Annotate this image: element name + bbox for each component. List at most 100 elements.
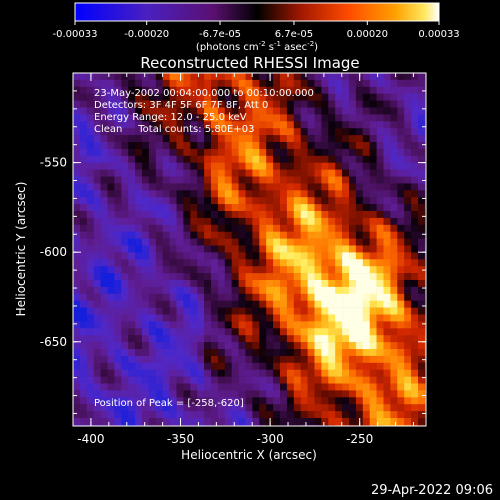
- heatmap-cell: [418, 307, 426, 315]
- heatmap-cell: [176, 273, 184, 281]
- heatmap-cell: [342, 211, 350, 219]
- colorbar-tick-label: 0.00020: [347, 29, 388, 40]
- heatmap-cell: [314, 314, 322, 322]
- heatmap-cell: [73, 155, 81, 163]
- heatmap-cell: [162, 286, 170, 295]
- heatmap-cell: [307, 335, 315, 343]
- heatmap-cell: [107, 314, 115, 322]
- heatmap-cell: [349, 190, 357, 198]
- heatmap-cell: [107, 169, 115, 177]
- heatmap-cell: [335, 238, 343, 246]
- heatmap-cell: [231, 238, 239, 246]
- heatmap-cell: [155, 369, 163, 377]
- heatmap-cell: [314, 135, 322, 143]
- heatmap-cell: [266, 411, 274, 419]
- heatmap-cell: [135, 293, 143, 301]
- heatmap-cell: [183, 114, 191, 122]
- colorbar-ticks: -0.00033 -0.00020 -6.7e-05 6.7e-05 0.00020 0.…: [53, 21, 460, 40]
- heatmap-cell: [176, 93, 184, 101]
- heatmap-cell: [128, 321, 136, 329]
- heatmap-cell: [73, 238, 81, 246]
- heatmap-cell: [211, 328, 219, 336]
- heatmap-cell: [335, 286, 343, 295]
- heatmap-cell: [183, 204, 191, 212]
- heatmap-cell: [383, 86, 391, 94]
- heatmap-cell: [107, 355, 115, 364]
- heatmap-cell: [286, 93, 295, 101]
- heatmap-cell: [148, 121, 157, 129]
- heatmap-cell: [307, 362, 315, 370]
- heatmap-cell: [245, 349, 253, 357]
- heatmap-cell: [321, 335, 329, 343]
- heatmap-cell: [197, 79, 205, 88]
- heatmap-cell: [308, 432, 315, 439]
- heatmap-cell: [424, 204, 426, 212]
- heatmap-cell: [231, 86, 239, 94]
- heatmap-cell: [121, 383, 129, 391]
- heatmap-cell: [107, 224, 115, 232]
- heatmap-cell: [73, 93, 81, 101]
- heatmap-cell: [100, 217, 108, 226]
- heatmap-cell: [376, 169, 384, 177]
- heatmap-cell: [376, 293, 384, 301]
- heatmap-cell: [86, 314, 94, 322]
- heatmap-cell: [135, 321, 143, 329]
- heatmap-cell: [252, 404, 260, 412]
- heatmap-cell: [314, 390, 322, 398]
- heatmap-cell: [328, 432, 335, 439]
- heatmap-cell: [411, 128, 419, 136]
- heatmap-cell: [245, 273, 253, 281]
- heatmap-cell: [245, 252, 253, 260]
- heatmap-cell: [335, 183, 343, 191]
- heatmap-cell: [79, 169, 88, 177]
- heatmap-cell: [73, 121, 81, 129]
- heatmap-cell: [390, 266, 398, 274]
- heatmap-cell: [162, 176, 170, 184]
- heatmap-cell: [411, 376, 419, 384]
- heatmap-cell: [286, 266, 295, 274]
- heatmap-cell: [211, 79, 219, 88]
- heatmap-cell: [73, 114, 81, 122]
- heatmap-cell: [300, 190, 308, 198]
- heatmap-cell: [211, 245, 219, 253]
- heatmap-cell: [176, 404, 184, 412]
- heatmap-cell: [293, 252, 301, 260]
- heatmap-cell: [362, 349, 370, 357]
- heatmap-cell: [211, 362, 219, 370]
- heatmap-cell: [211, 432, 218, 439]
- heatmap-cell: [280, 155, 288, 163]
- heatmap-cell: [362, 383, 370, 391]
- heatmap-cell: [314, 86, 322, 94]
- heatmap-cell: [307, 217, 315, 226]
- heatmap-cell: [190, 273, 198, 281]
- heatmap-cell: [93, 376, 101, 384]
- heatmap-cell: [114, 135, 122, 143]
- heatmap-cell: [376, 273, 384, 281]
- heatmap-cell: [328, 73, 336, 81]
- heatmap-cell: [204, 280, 212, 288]
- heatmap-cell: [328, 342, 336, 350]
- heatmap-cell: [73, 418, 81, 426]
- heatmap-cell: [86, 142, 94, 150]
- heatmap-cell: [142, 73, 150, 81]
- heatmap-cell: [114, 328, 122, 336]
- heatmap-cell: [197, 142, 205, 150]
- heatmap-cell: [424, 404, 426, 412]
- heatmap-cell: [86, 73, 94, 81]
- heatmap-cell: [335, 259, 343, 267]
- heatmap-cell: [128, 342, 136, 350]
- heatmap-cell: [217, 162, 226, 170]
- heatmap-cell: [328, 273, 336, 281]
- heatmap-cell: [93, 342, 101, 350]
- heatmap-cell: [342, 321, 350, 329]
- heatmap-cell: [286, 411, 295, 419]
- heatmap-cell: [128, 362, 136, 370]
- heatmap-cell: [404, 190, 412, 198]
- heatmap-cell: [197, 183, 205, 191]
- heatmap-cell: [369, 383, 377, 391]
- heatmap-cell: [411, 93, 419, 101]
- heatmap-cell: [107, 321, 115, 329]
- heatmap-cell: [383, 369, 391, 377]
- heatmap-cell: [100, 211, 108, 219]
- heatmap-cell: [252, 73, 260, 81]
